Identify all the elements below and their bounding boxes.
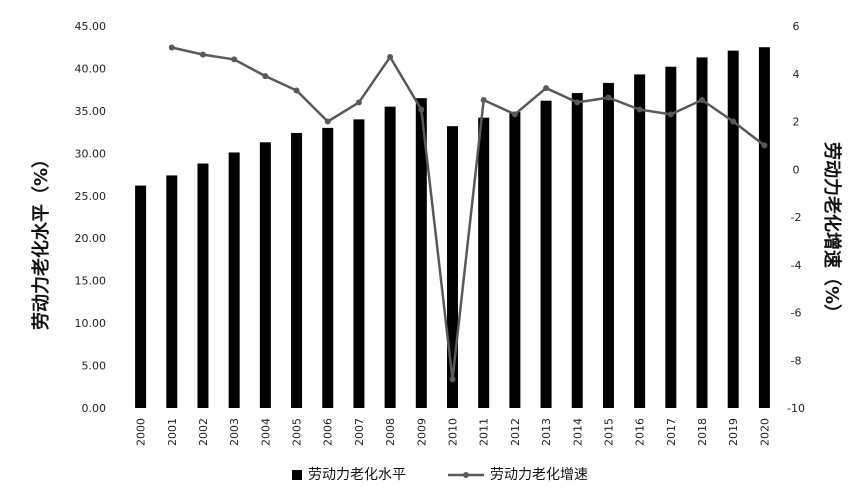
left-axis-ticks: 0.00 5.00 10.00 15.00 20.00 25.00 30.00 35.00 40… xyxy=(75,20,107,415)
bar-2000 xyxy=(135,185,147,408)
line-point-2003 xyxy=(231,56,238,63)
x-tick-label: 2002 xyxy=(197,418,210,446)
x-tick-label: 2015 xyxy=(602,418,615,446)
y-left-tick-label: 25.00 xyxy=(75,190,107,203)
bar-series-group xyxy=(135,47,770,409)
bar-2010 xyxy=(447,126,458,409)
bar-2006 xyxy=(322,127,334,409)
y-right-tick-label: 4 xyxy=(793,68,800,81)
y-left-tick-label: 20.00 xyxy=(75,232,107,245)
bar-2008 xyxy=(384,106,396,408)
y-right-tick-label: 2 xyxy=(793,116,800,129)
y-right-tick-label: -10 xyxy=(787,402,805,415)
x-tick-label: 2012 xyxy=(509,418,522,446)
x-tick-label: 2005 xyxy=(291,418,304,446)
y-left-tick-label: 35.00 xyxy=(75,105,107,118)
line-point-2017 xyxy=(667,111,674,118)
y-left-axis-title: 劳动力老化水平（%） xyxy=(30,150,52,330)
y-right-tick-label: -4 xyxy=(791,259,802,272)
x-tick-label: 2011 xyxy=(478,418,491,446)
y-left-tick-label: 30.00 xyxy=(75,147,107,160)
x-tick-label: 2020 xyxy=(758,418,771,446)
x-tick-label: 2007 xyxy=(353,418,366,446)
bar-2019 xyxy=(727,50,739,409)
x-tick-label: 2017 xyxy=(665,418,678,446)
line-series-group xyxy=(168,44,768,383)
x-axis-ticks: 2000 2001 2002 2003 2004 2005 2006 2007 2008 2009… xyxy=(135,418,772,446)
y-right-tick-label: 0 xyxy=(793,163,800,176)
line-point-2013 xyxy=(543,85,550,92)
right-axis-ticks: -10 -8 -6 -4 -2 0 2 4 6 xyxy=(787,20,805,415)
legend-line-marker xyxy=(463,472,469,478)
line-point-2018 xyxy=(699,97,706,104)
y-right-tick-label: -2 xyxy=(791,211,802,224)
y-left-tick-label: 15.00 xyxy=(75,275,107,288)
x-tick-label: 2019 xyxy=(727,418,740,446)
x-tick-label: 2006 xyxy=(322,418,335,446)
line-point-2012 xyxy=(511,111,518,118)
line-point-2006 xyxy=(324,118,331,125)
bar-2013 xyxy=(540,100,552,408)
y-left-tick-label: 0.00 xyxy=(82,402,107,415)
line-point-2009 xyxy=(418,106,425,113)
x-tick-label: 2004 xyxy=(259,418,272,446)
y-left-tick-label: 45.00 xyxy=(75,20,107,33)
x-tick-label: 2016 xyxy=(634,418,647,446)
x-tick-label: 2018 xyxy=(696,418,709,446)
legend-label-growth: 劳动力老化增速 xyxy=(490,467,588,483)
line-point-2011 xyxy=(480,97,487,104)
line-point-2016 xyxy=(636,106,643,113)
bar-2015 xyxy=(602,82,614,408)
x-tick-label: 2013 xyxy=(540,418,553,446)
bar-2011 xyxy=(478,117,490,409)
x-tick-label: 2009 xyxy=(415,418,428,446)
y-left-tick-label: 40.00 xyxy=(75,62,107,75)
bar-2020 xyxy=(758,47,770,408)
bar-2017 xyxy=(665,66,677,408)
line-point-2001 xyxy=(168,44,175,51)
bar-2002 xyxy=(197,163,209,408)
line-point-2014 xyxy=(574,99,581,106)
bar-2018 xyxy=(696,57,708,408)
bar-2014 xyxy=(571,93,583,408)
bar-2001 xyxy=(166,175,178,408)
line-point-2007 xyxy=(355,99,362,106)
bar-2012 xyxy=(509,111,521,409)
bar-2016 xyxy=(634,74,646,408)
y-right-tick-label: -8 xyxy=(791,354,802,367)
line-point-2020 xyxy=(761,142,768,149)
bar-2009 xyxy=(415,98,427,408)
line-point-2004 xyxy=(262,73,269,80)
x-tick-label: 2000 xyxy=(135,418,148,446)
x-tick-label: 2014 xyxy=(571,418,584,446)
y-left-tick-label: 5.00 xyxy=(82,360,107,373)
y-right-tick-label: -6 xyxy=(791,307,802,320)
line-point-2008 xyxy=(387,54,394,61)
y-left-tick-label: 10.00 xyxy=(75,317,107,330)
legend-bar-swatch xyxy=(292,470,302,480)
y-right-tick-label: 6 xyxy=(793,20,800,33)
bar-2003 xyxy=(228,152,240,408)
line-point-2010 xyxy=(449,376,456,383)
line-point-2019 xyxy=(730,118,737,125)
line-point-2002 xyxy=(199,51,206,58)
line-point-2015 xyxy=(605,94,612,101)
line-point-2005 xyxy=(293,87,300,94)
bar-2004 xyxy=(259,142,271,409)
y-right-axis-title: 劳动力老化增速（%） xyxy=(821,142,843,322)
x-tick-label: 2010 xyxy=(447,418,460,446)
x-tick-label: 2003 xyxy=(228,418,241,446)
legend-label-level: 劳动力老化水平 xyxy=(308,467,406,483)
x-tick-label: 2001 xyxy=(166,418,179,446)
growth-line xyxy=(171,46,766,381)
bar-2007 xyxy=(353,119,365,408)
legend: 劳动力老化水平 劳动力老化增速 xyxy=(292,467,588,483)
x-tick-label: 2008 xyxy=(384,418,397,446)
bar-2005 xyxy=(291,132,303,408)
